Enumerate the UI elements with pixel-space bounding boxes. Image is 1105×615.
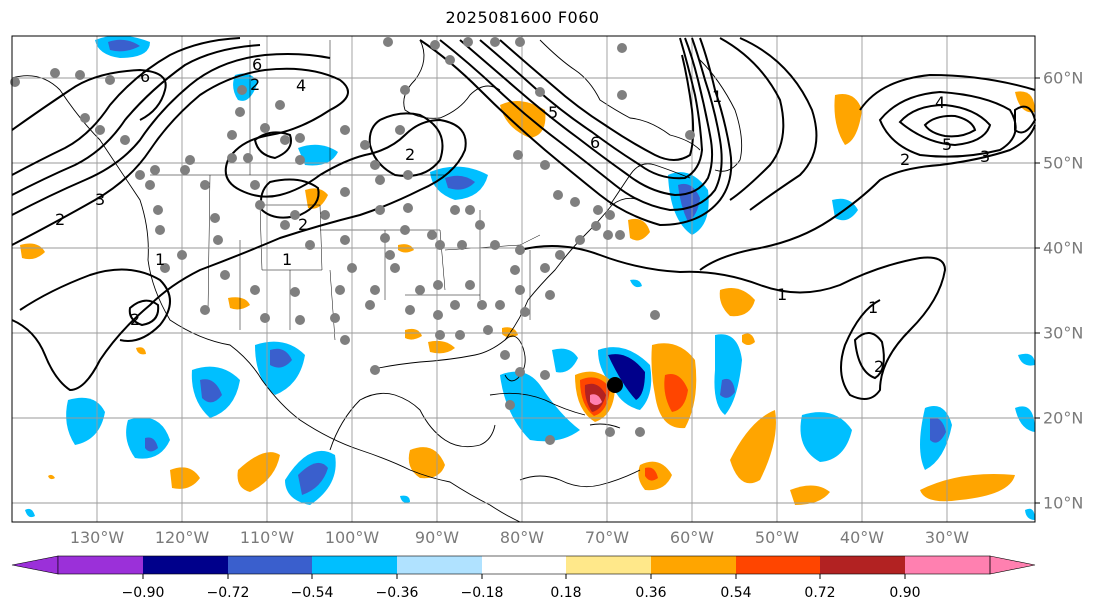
colorbar-segment [736, 556, 820, 574]
colorbar-segment [820, 556, 905, 574]
colorbar-tick-label: −0.72 [206, 585, 250, 601]
contour-label-group: 6 6 4 2 2 1 2 2 3 5 6 1 1 2 3 4 5 2 1 1 … [55, 55, 990, 376]
lat-label: 10°N [1043, 493, 1084, 513]
colorbar-segment [905, 556, 990, 574]
lat-label: 60°N [1043, 68, 1084, 88]
contour-label: 2 [900, 150, 910, 169]
lon-label: 130°W [69, 528, 125, 547]
contour-label: 2 [250, 75, 260, 94]
station-dots [10, 37, 695, 445]
lon-label: 50°W [754, 528, 800, 547]
colorbar-tick-label: −0.36 [375, 585, 419, 601]
colorbar-tick-label: −0.54 [290, 585, 334, 601]
lon-label: 30°W [924, 528, 970, 547]
contour-label: 2 [405, 145, 415, 164]
map-frame [11, 35, 1036, 523]
colorbar-segment [482, 556, 566, 574]
lat-label: 20°N [1043, 408, 1084, 428]
lon-label: 90°W [414, 528, 460, 547]
contour-label: 2 [298, 215, 308, 234]
coastlines [11, 39, 743, 523]
colorbar-tick-label: 0.18 [550, 585, 582, 601]
storm-center-marker [607, 377, 623, 393]
contour-label: 5 [942, 135, 952, 154]
colorbar-tick-label: −0.90 [121, 585, 165, 601]
colorbar-segment [651, 556, 736, 574]
negative-anomaly-shading [25, 35, 1035, 520]
contour-label: 1 [155, 250, 165, 269]
colorbar-tick-label: 0.36 [635, 585, 667, 601]
lat-label: 50°N [1043, 153, 1084, 173]
colorbar-segment [312, 556, 397, 574]
lon-label: 60°W [669, 528, 715, 547]
colorbar-tick-label: −0.18 [460, 585, 504, 601]
colorbar-min-extend [11, 555, 59, 575]
contour-label: 6 [590, 133, 600, 152]
lat-label: 30°N [1043, 323, 1084, 343]
colorbar-tick-label: 0.90 [889, 585, 921, 601]
contour-label: 4 [935, 93, 945, 112]
map-title: 2025081600 F060 [445, 8, 600, 27]
lon-label: 100°W [324, 528, 380, 547]
colorbar-segment [143, 556, 228, 574]
lon-label: 110°W [239, 528, 295, 547]
contour-label: 2 [55, 210, 65, 229]
contour-label: 6 [252, 55, 262, 74]
colorbar-segment [566, 556, 651, 574]
colorbar-frame [57, 555, 991, 575]
contour-lines [11, 37, 1037, 400]
contour-label: 6 [140, 67, 150, 86]
contour-label: 3 [980, 147, 990, 166]
contour-label: 1 [777, 285, 787, 304]
colorbar-tick-label: 0.54 [720, 585, 752, 601]
positive-anomaly-shading [20, 91, 1035, 505]
colorbar-segment [397, 556, 482, 574]
lon-label: 120°W [154, 528, 210, 547]
contour-label: 2 [130, 310, 140, 329]
lon-label: 70°W [584, 528, 630, 547]
contour-label: 1 [868, 298, 878, 317]
lon-label: 80°W [499, 528, 545, 547]
contour-label: 1 [282, 250, 292, 269]
lat-label: 40°N [1043, 238, 1084, 258]
lon-label: 40°W [839, 528, 885, 547]
contour-label: 4 [296, 76, 306, 95]
colorbar-max-extend [989, 555, 1036, 575]
contour-label: 5 [548, 103, 558, 122]
colorbar-segment [58, 556, 143, 574]
contour-label: 1 [712, 87, 722, 106]
colorbar [11, 555, 1036, 579]
colorbar-tick-label: 0.72 [804, 585, 836, 601]
contour-label: 3 [95, 190, 105, 209]
axis-ticks [1035, 77, 1040, 504]
contour-label: 2 [874, 357, 884, 376]
colorbar-segment [228, 556, 312, 574]
